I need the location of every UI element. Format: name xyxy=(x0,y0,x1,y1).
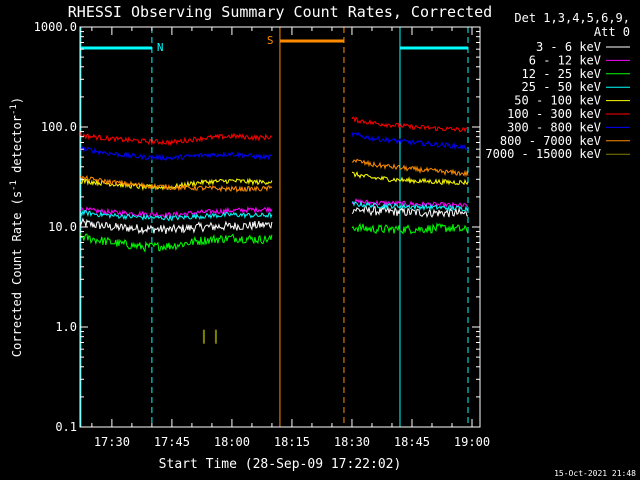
series-line-300-800-kev xyxy=(79,145,272,162)
x-tick-label: 18:15 xyxy=(274,435,310,449)
legend-label: 800 - 7000 keV xyxy=(500,134,601,148)
y-tick-label: 100.0 xyxy=(41,120,77,134)
series-line-2-6-12-kev xyxy=(351,197,469,209)
series-line-800-7000-kev xyxy=(79,175,273,193)
series-layer xyxy=(79,116,469,344)
legend-label: 12 - 25 keV xyxy=(522,67,601,81)
series-line-2-12-25-kev xyxy=(351,222,469,235)
x-tick-label: 18:45 xyxy=(394,435,430,449)
saa-annotation: S xyxy=(267,34,274,47)
y-tick-label: 10.0 xyxy=(48,220,77,234)
legend-label: 25 - 50 keV xyxy=(522,80,601,94)
x-tick-label: 18:00 xyxy=(214,435,250,449)
footer-date: 15-Oct-2021 21:48 xyxy=(554,469,636,478)
x-tick-label: 17:45 xyxy=(154,435,190,449)
series-line-3-6-kev xyxy=(79,217,273,236)
x-tick-label: 17:30 xyxy=(94,435,130,449)
y-tick-label: 1000.0 xyxy=(34,20,77,34)
legend-label: 50 - 100 keV xyxy=(514,94,601,108)
series-line-25-50-kev xyxy=(79,209,273,222)
series-line-12-25-kev xyxy=(79,232,273,253)
x-tick-label: 19:00 xyxy=(454,435,490,449)
y-tick-label: 1.0 xyxy=(55,320,77,334)
series-line-2-25-50-kev xyxy=(351,200,469,212)
legend-label: 6 - 12 keV xyxy=(529,53,601,67)
series-line-2-100-300-kev xyxy=(351,116,469,133)
series-line-100-300-kev xyxy=(79,131,273,147)
series-line-2-50-100-kev xyxy=(351,170,469,186)
night-annotation: N xyxy=(157,41,164,54)
x-axis-label: Start Time (28-Sep-09 17:22:02) xyxy=(159,457,402,472)
legend-subtitle: Att 0 xyxy=(594,25,630,39)
legend-label: 7000 - 15000 keV xyxy=(485,147,601,161)
y-tick-label: 0.1 xyxy=(55,420,77,434)
y-axis-label: Corrected Count Rate (s-1 detector-1) xyxy=(9,97,24,357)
axis-ticks: 17:30 17:45 18:00 18:15 18:30 18:45 19:00 0.1 1.… xyxy=(34,20,490,449)
series-line-2-3-6-kev xyxy=(351,205,469,219)
series-line-2-800-7000-kev xyxy=(351,158,469,178)
chart-title: RHESSI Observing Summary Count Rates, Co… xyxy=(68,3,492,21)
legend-title: Det 1,3,4,5,6,9, xyxy=(514,11,630,25)
series-line-2-300-800-kev xyxy=(351,131,469,151)
legend-label: 100 - 300 keV xyxy=(507,107,601,121)
legend-label: 3 - 6 keV xyxy=(536,40,601,54)
x-tick-label: 18:30 xyxy=(334,435,370,449)
legend-label: 300 - 800 keV xyxy=(507,120,601,134)
